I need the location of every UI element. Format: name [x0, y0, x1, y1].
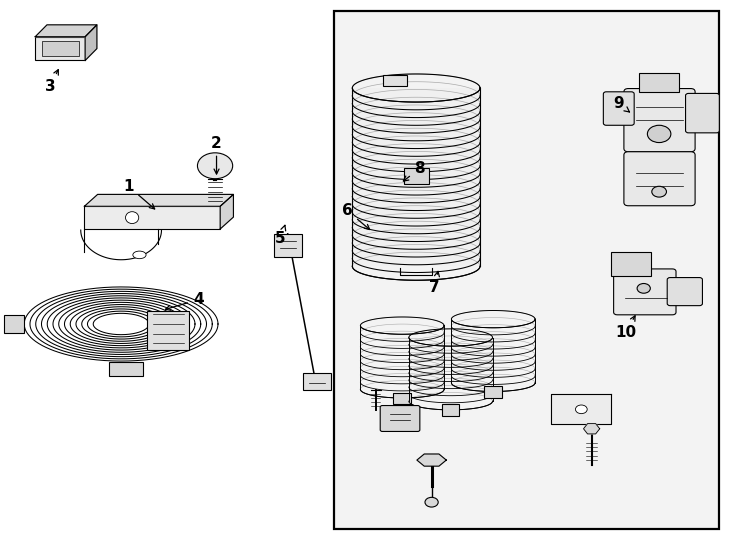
- Bar: [451, 319, 535, 383]
- Bar: [147, 311, 189, 350]
- Bar: [109, 362, 143, 376]
- Text: 8: 8: [404, 161, 425, 181]
- Circle shape: [652, 186, 666, 197]
- Circle shape: [197, 153, 233, 179]
- FancyBboxPatch shape: [380, 406, 420, 431]
- FancyBboxPatch shape: [624, 89, 695, 152]
- Text: 10: 10: [616, 316, 636, 340]
- Text: 5: 5: [275, 225, 286, 246]
- Polygon shape: [220, 194, 233, 229]
- Circle shape: [637, 284, 650, 293]
- Text: 6: 6: [342, 203, 370, 230]
- Polygon shape: [584, 423, 600, 434]
- FancyBboxPatch shape: [667, 278, 702, 306]
- Polygon shape: [35, 25, 97, 37]
- Circle shape: [575, 405, 587, 414]
- Bar: [484, 386, 502, 398]
- Polygon shape: [551, 394, 611, 424]
- Ellipse shape: [133, 251, 146, 259]
- Text: 2: 2: [211, 136, 222, 174]
- Ellipse shape: [126, 212, 139, 224]
- Text: 1: 1: [123, 179, 155, 209]
- Bar: [409, 338, 493, 401]
- Bar: [393, 393, 411, 404]
- Circle shape: [425, 497, 438, 507]
- Bar: [404, 168, 429, 184]
- FancyBboxPatch shape: [624, 152, 695, 206]
- Bar: [4, 315, 24, 333]
- Text: 7: 7: [429, 272, 440, 295]
- Bar: [360, 326, 444, 389]
- Bar: [303, 373, 331, 390]
- Text: 4: 4: [165, 292, 203, 310]
- FancyBboxPatch shape: [614, 269, 676, 315]
- Circle shape: [647, 125, 671, 143]
- Bar: [639, 73, 679, 92]
- Bar: [274, 234, 302, 256]
- Polygon shape: [417, 454, 446, 466]
- Bar: [35, 37, 85, 60]
- Text: 3: 3: [45, 70, 58, 94]
- FancyBboxPatch shape: [686, 93, 719, 133]
- Text: 9: 9: [614, 96, 630, 112]
- Bar: [442, 404, 459, 416]
- Bar: [352, 88, 480, 266]
- Polygon shape: [85, 25, 97, 60]
- Bar: [42, 41, 79, 56]
- Bar: [84, 206, 220, 229]
- Polygon shape: [84, 194, 233, 206]
- Bar: [383, 75, 407, 86]
- FancyBboxPatch shape: [603, 92, 634, 125]
- FancyBboxPatch shape: [611, 252, 651, 276]
- Bar: [334, 11, 719, 529]
